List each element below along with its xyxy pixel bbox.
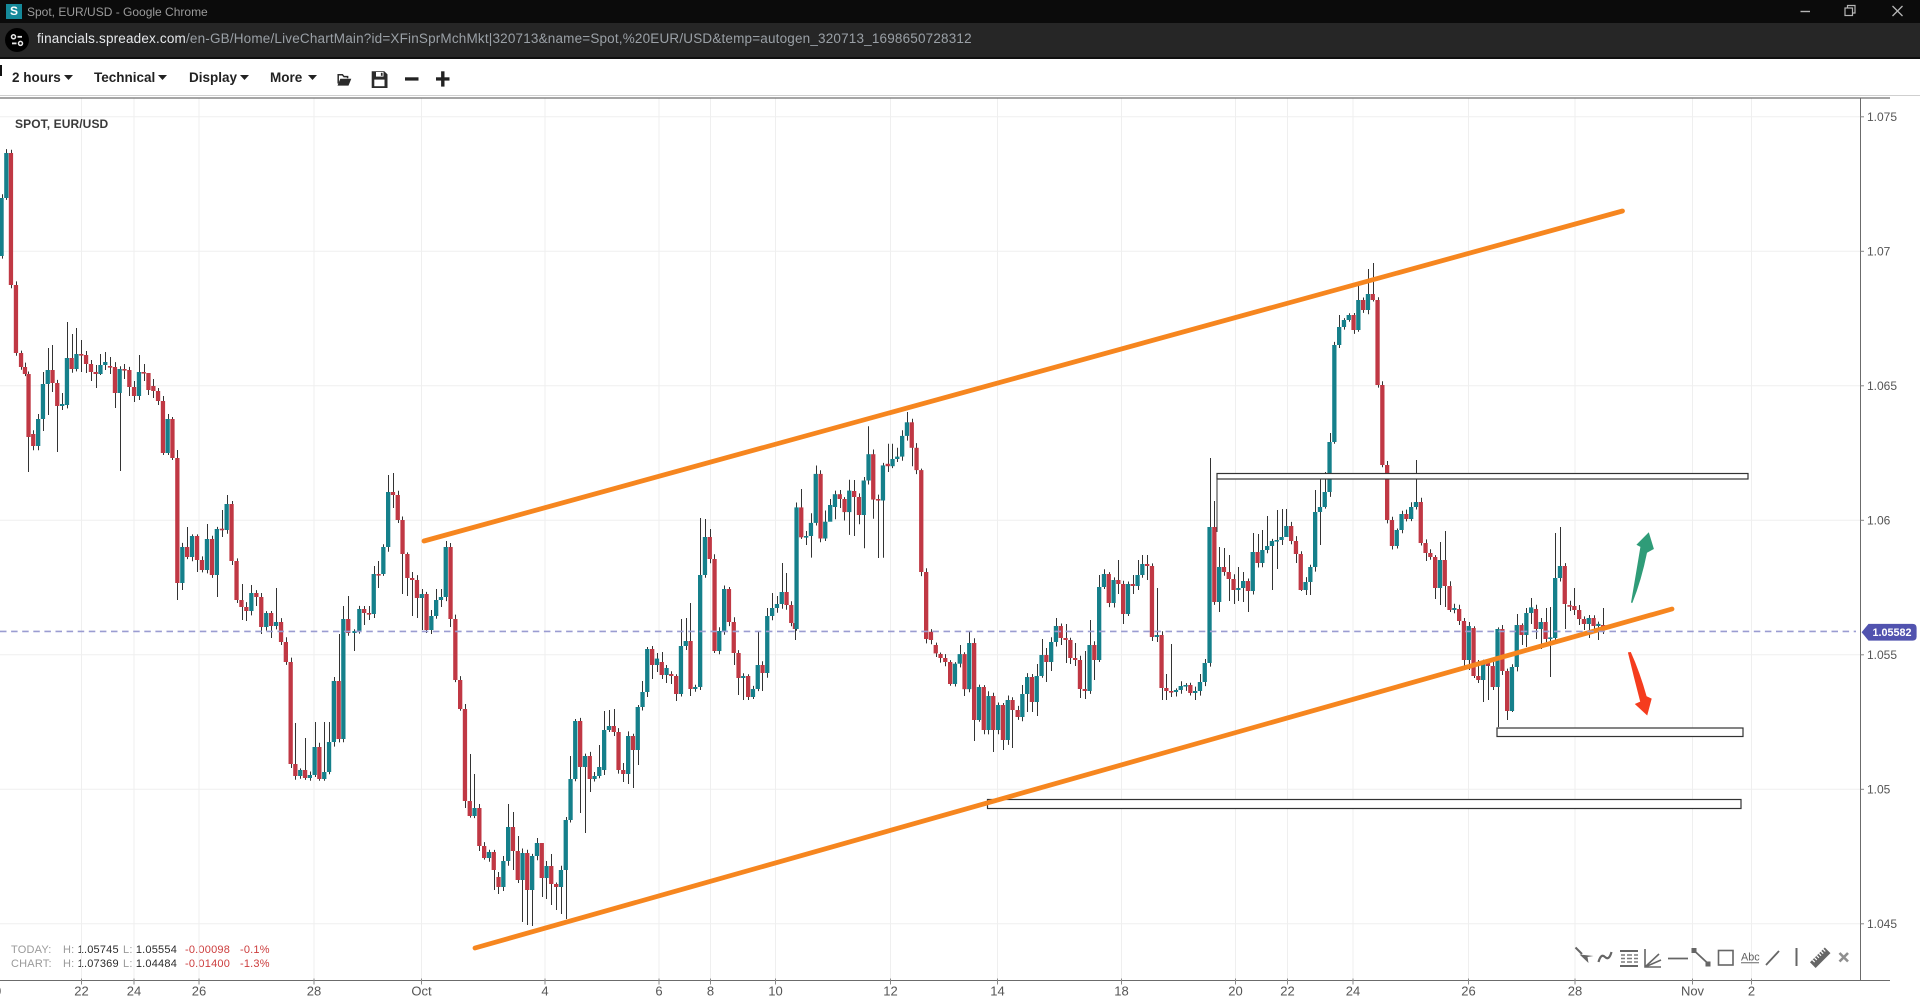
- svg-text:20: 20: [0, 984, 1, 999]
- svg-text:Abc: Abc: [1741, 952, 1760, 964]
- svg-text:14: 14: [990, 984, 1004, 999]
- svg-text:1.05: 1.05: [1867, 782, 1891, 796]
- svg-text:6: 6: [655, 984, 662, 999]
- svg-text:2: 2: [1748, 984, 1755, 999]
- svg-text:18: 18: [1114, 984, 1128, 999]
- svg-text:20: 20: [1228, 984, 1242, 999]
- svg-text:24: 24: [1346, 984, 1360, 999]
- svg-text:1.075: 1.075: [1867, 110, 1897, 124]
- svg-text:26: 26: [192, 984, 206, 999]
- svg-text:12: 12: [883, 984, 897, 999]
- svg-text:1.05582: 1.05582: [1873, 627, 1912, 639]
- svg-text:28: 28: [307, 984, 321, 999]
- svg-text:28: 28: [1568, 984, 1582, 999]
- svg-text:Oct: Oct: [411, 984, 432, 999]
- svg-text:8: 8: [707, 984, 714, 999]
- svg-text:10: 10: [768, 984, 782, 999]
- svg-text:Nov: Nov: [1681, 984, 1705, 999]
- svg-text:4: 4: [541, 984, 548, 999]
- svg-text:1.07: 1.07: [1867, 244, 1891, 258]
- svg-text:1.06: 1.06: [1867, 513, 1891, 527]
- svg-text:1.055: 1.055: [1867, 648, 1897, 662]
- svg-text:26: 26: [1461, 984, 1475, 999]
- svg-text:24: 24: [127, 984, 141, 999]
- svg-text:1.045: 1.045: [1867, 917, 1897, 931]
- svg-text:1.065: 1.065: [1867, 379, 1897, 393]
- svg-text:22: 22: [74, 984, 88, 999]
- svg-text:22: 22: [1280, 984, 1294, 999]
